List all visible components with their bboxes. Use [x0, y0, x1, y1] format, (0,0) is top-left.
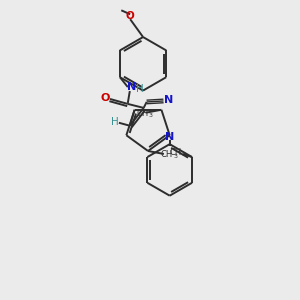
Text: N: N: [164, 95, 173, 106]
Text: H: H: [111, 117, 119, 127]
Text: O: O: [100, 93, 110, 103]
Text: 3: 3: [149, 113, 153, 118]
Text: 3: 3: [182, 152, 186, 157]
Text: H: H: [136, 84, 144, 94]
Text: N: N: [165, 132, 174, 142]
Text: N: N: [127, 82, 136, 92]
Text: CH: CH: [136, 109, 149, 118]
Text: 3: 3: [173, 154, 177, 159]
Text: CH: CH: [169, 148, 181, 157]
Text: O: O: [126, 11, 135, 21]
Text: CH: CH: [161, 151, 173, 160]
